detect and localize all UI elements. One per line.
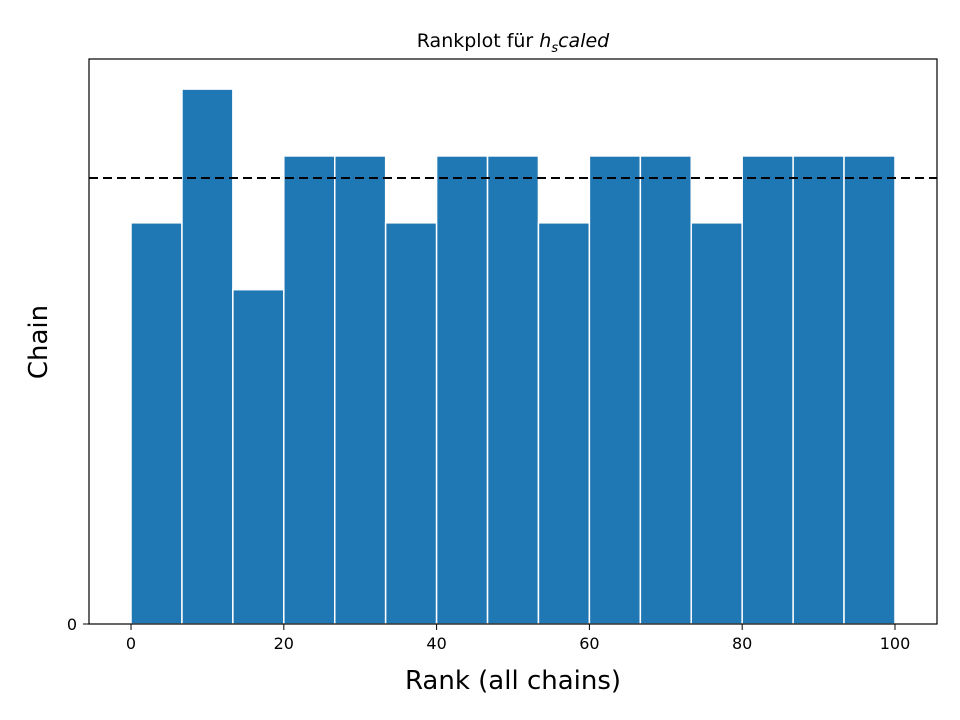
chart-title-math-sub: s — [551, 41, 558, 56]
y-axis-ticks: 0 — [67, 615, 89, 634]
histogram-bar — [537, 222, 591, 625]
histogram-bar — [130, 222, 183, 625]
histogram-bar — [741, 155, 794, 625]
histogram-bar — [334, 155, 387, 625]
x-axis-ticks: 0 20 40 60 80 100 — [126, 624, 910, 653]
plot-frame — [88, 58, 938, 625]
y-tick-label: 0 — [67, 615, 77, 634]
histogram-bar — [690, 222, 743, 625]
histogram-bar — [283, 155, 336, 625]
x-axis-label: Rank (all chains) — [405, 666, 621, 696]
chart-title-math-base: h — [539, 30, 551, 52]
x-tick-label: 60 — [579, 634, 599, 653]
histogram-bar — [486, 155, 540, 625]
x-tick-label: 20 — [274, 634, 294, 653]
chart-title-math-rest: caled — [558, 30, 610, 52]
x-tick-label: 100 — [880, 634, 911, 653]
histogram-bar — [843, 155, 896, 625]
x-tick-label: 80 — [732, 634, 752, 653]
x-tick-label: 40 — [426, 634, 446, 653]
histogram-bars — [130, 88, 896, 625]
histogram-bar — [639, 155, 692, 625]
histogram-bar — [232, 288, 285, 625]
y-axis-label: Chain — [24, 305, 54, 379]
x-tick-label: 0 — [126, 634, 136, 653]
chart-title: Rankplot für hscaled — [417, 30, 610, 56]
histogram-bar — [588, 155, 642, 625]
histogram-bar — [384, 222, 438, 625]
histogram-bar — [792, 155, 845, 625]
chart-title-prefix: Rankplot für — [417, 30, 540, 52]
histogram-bar — [435, 155, 489, 625]
histogram-bar — [181, 88, 234, 625]
